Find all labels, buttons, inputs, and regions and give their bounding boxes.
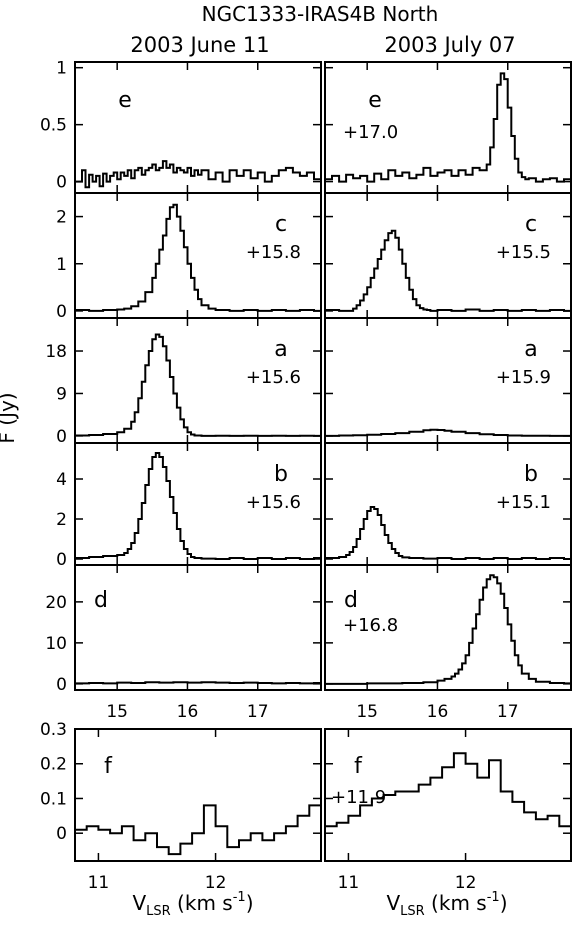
feature-label: a [524, 337, 537, 362]
y-tick-label: 1 [56, 59, 67, 79]
spectrum-line [75, 804, 322, 856]
spectrum-line [325, 752, 572, 828]
x-tick-label: 17 [497, 702, 519, 722]
velocity-label: +15.6 [246, 367, 301, 388]
x-axis-label-unit: (km s [171, 891, 233, 915]
panel-frame [324, 728, 572, 862]
velocity-label: +17.0 [343, 122, 398, 143]
y-tick-label: 0 [56, 675, 67, 695]
figure-title: NGC1333-IRAS4B North [202, 2, 439, 26]
feature-label: f [104, 754, 113, 779]
panel-e-july: e +17.0 [324, 61, 572, 194]
column-header-left: 2003 June 11 [130, 33, 269, 57]
y-tick-label: 2 [56, 510, 67, 530]
feature-label: d [94, 588, 108, 613]
spectrum-line [75, 203, 322, 312]
feature-label: a [274, 337, 287, 362]
velocity-label: +16.8 [343, 615, 398, 636]
panel-d-june: 0 10 20 15 16 17 d [45, 564, 322, 722]
feature-label: d [344, 588, 358, 613]
spectrum-line [75, 681, 322, 685]
feature-label: e [368, 88, 382, 113]
x-axis-label-main: V [386, 891, 400, 915]
spectrum-line [75, 333, 322, 437]
spectrum-line [325, 428, 571, 437]
velocity-label: +15.9 [496, 367, 551, 388]
velocity-label: +15.5 [496, 242, 551, 263]
velocity-label: +15.8 [246, 242, 301, 263]
panel-b-july: b +15.1 [324, 442, 572, 566]
x-axis-label-sub: LSR [146, 904, 171, 919]
spectrum-line [325, 574, 572, 685]
y-tick-label: 0.3 [40, 720, 67, 740]
y-axis-label: F (Jy) [0, 392, 19, 443]
panel-frame [324, 564, 572, 691]
x-axis-label-unit: (km s [425, 891, 487, 915]
spectrum-line [75, 160, 322, 189]
x-tick-label: 12 [455, 873, 477, 893]
x-axis-label-close: ) [246, 891, 254, 915]
spectrum-line [325, 72, 572, 183]
spectrum-line [75, 452, 322, 560]
spectrum-line [325, 229, 572, 312]
x-tick-label: 12 [205, 873, 227, 893]
panel-a-july: a +15.9 [324, 317, 572, 444]
x-axis-label-main: V [132, 891, 146, 915]
x-axis-label-sub: LSR [400, 904, 425, 919]
panel-frame [74, 728, 322, 862]
panel-a-june: 0 9 18 a +15.6 [45, 317, 322, 447]
y-tick-label: 0 [56, 173, 67, 193]
y-tick-label: 10 [45, 634, 67, 654]
x-tick-label: 16 [427, 702, 449, 722]
panel-frame [74, 564, 322, 691]
velocity-label: +15.1 [496, 492, 551, 513]
y-tick-label: 0 [56, 550, 67, 570]
y-tick-label: 0.2 [40, 755, 67, 775]
x-tick-label: 15 [106, 702, 128, 722]
feature-label: c [275, 212, 287, 237]
panel-f-june: 0 0.1 0.2 0.3 11 12 f [40, 720, 322, 893]
panel-b-june: 0 2 4 b +15.6 [56, 442, 322, 570]
x-axis-label-text: VLSR (km s-1) [386, 890, 507, 919]
x-tick-label: 17 [247, 702, 269, 722]
column-header-right: 2003 July 07 [384, 33, 515, 57]
x-tick-label: 15 [356, 702, 378, 722]
y-tick-label: 2 [56, 208, 67, 228]
panel-c-july: c +15.5 [324, 192, 572, 319]
y-tick-label: 0.1 [40, 789, 67, 809]
x-tick-label: 11 [88, 873, 110, 893]
y-tick-label: 18 [45, 342, 67, 362]
y-tick-label: 0 [56, 302, 67, 322]
y-tick-label: 20 [45, 593, 67, 613]
panel-d-july: 15 16 17 d+16.8 [324, 564, 572, 722]
y-tick-label: 0 [56, 824, 67, 844]
x-axis-label-text: VLSR (km s-1) [132, 890, 253, 919]
spectrum-line [325, 506, 572, 560]
panel-e-june: 0 0.5 1 e [40, 59, 322, 194]
y-tick-label: 0.5 [40, 116, 67, 136]
y-tick-label: 0 [56, 427, 67, 447]
y-tick-label: 9 [56, 384, 67, 404]
feature-label: f [354, 754, 363, 779]
velocity-label: +15.6 [246, 492, 301, 513]
x-axis-label-right: VLSR (km s-1) [386, 890, 507, 919]
panel-c-june: 0 1 2 c +15.8 [56, 192, 322, 322]
x-axis-label-left: VLSR (km s-1) [132, 890, 253, 919]
panel-f-july: 11 12 f +11.9 [324, 728, 572, 893]
x-tick-label: 11 [338, 873, 360, 893]
x-axis-label-close: ) [500, 891, 508, 915]
x-axis-label-sup: -1 [487, 890, 500, 905]
feature-label: c [525, 212, 537, 237]
y-tick-label: 4 [56, 470, 67, 490]
velocity-label: +11.9 [331, 787, 386, 808]
feature-label: b [524, 462, 538, 487]
x-axis-label-sup: -1 [233, 890, 246, 905]
y-tick-label: 1 [56, 255, 67, 275]
feature-label: b [274, 462, 288, 487]
feature-label: e [118, 88, 132, 113]
x-tick-label: 16 [177, 702, 199, 722]
